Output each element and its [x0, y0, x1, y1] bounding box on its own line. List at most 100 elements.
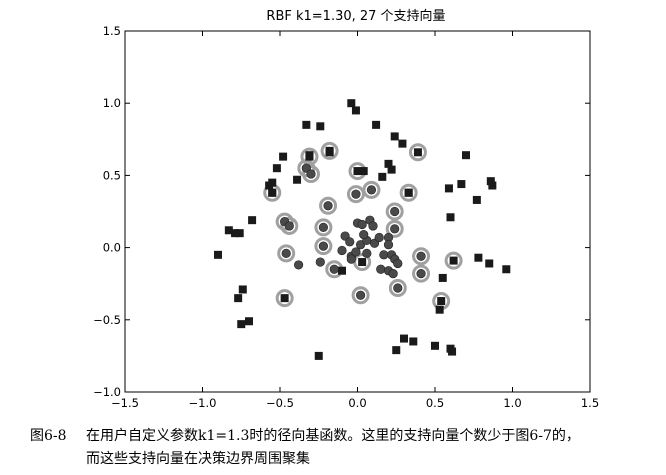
figure-number: 图6-8	[30, 428, 67, 444]
support-vector-ring	[385, 219, 404, 238]
circle-point	[388, 268, 398, 279]
square-point	[437, 297, 446, 306]
square-point	[446, 213, 455, 222]
y-tick-label: 1.5	[103, 24, 121, 38]
circle-point	[351, 247, 361, 257]
square-point	[359, 167, 368, 176]
square-point	[234, 294, 243, 303]
circle-point	[306, 169, 316, 179]
square-point	[314, 351, 323, 360]
square-point	[435, 305, 444, 314]
square-point	[265, 181, 274, 190]
square-point	[462, 151, 470, 160]
square-point	[237, 320, 246, 329]
support-vector-ring	[351, 286, 370, 305]
x-tick-label: −1.5	[111, 396, 139, 410]
square-point	[413, 148, 422, 157]
square-point	[384, 159, 393, 168]
square-point	[390, 132, 399, 141]
axes: −1.5 −1.0 −0.5 0.0 0.5 1.0 1.5−1.0−0.50.00.51.…	[93, 24, 599, 410]
square-point	[400, 334, 408, 343]
circle-point	[376, 264, 386, 274]
square-point	[404, 188, 413, 197]
support-vector-ring	[314, 218, 333, 237]
square-point	[231, 229, 240, 238]
y-tick-label: −0.5	[93, 313, 121, 327]
support-vector-rings	[263, 141, 463, 311]
circle-point	[362, 248, 372, 258]
x-tick-label: −1.0	[189, 396, 217, 410]
x-tick-label: 0.0	[348, 396, 366, 410]
square-point	[472, 195, 481, 204]
circle-point	[393, 283, 403, 293]
square-point	[438, 273, 447, 282]
x-tick-label: 1.0	[503, 396, 521, 410]
support-vector-ring	[320, 141, 339, 160]
circle-point	[368, 221, 378, 231]
circle-point	[318, 222, 329, 232]
square-point	[398, 139, 407, 148]
square-point	[486, 177, 495, 186]
square-point	[338, 266, 346, 275]
square-point	[224, 226, 233, 235]
caption-line-1: 图6-8 在用户自定义参数k1=1.3时的径向基函数。这里的支持向量个数少于图6-…	[30, 425, 660, 448]
support-vector-ring	[408, 143, 427, 162]
circle-point	[315, 257, 325, 267]
square-point	[358, 258, 367, 267]
square-point	[316, 122, 325, 131]
square-point	[502, 265, 511, 274]
circle-point	[383, 240, 394, 250]
square-point	[488, 181, 497, 190]
support-vector-ring	[280, 216, 299, 235]
square-point	[305, 152, 314, 161]
data-points	[214, 99, 511, 360]
support-vector-ring	[302, 164, 320, 183]
circle-point	[323, 201, 333, 211]
circle-point	[357, 219, 367, 230]
square-point	[347, 99, 356, 108]
caption-text-1: 在用户自定义参数k1=1.3时的径向基函数。这里的支持向量个数少于图6-7的，	[86, 428, 580, 444]
support-vector-ring	[314, 237, 333, 256]
square-point	[444, 184, 453, 193]
square-point	[302, 120, 311, 129]
square-point	[392, 346, 401, 355]
caption-line-2: 而这些支持向量在决策边界周围聚集	[86, 451, 310, 467]
support-vector-ring	[388, 279, 407, 298]
circle-point	[393, 258, 403, 269]
square-point	[238, 285, 247, 294]
support-vector-ring	[319, 196, 338, 215]
y-tick-label: 1.0	[103, 96, 121, 110]
square-point	[485, 259, 494, 268]
square-point	[293, 175, 302, 184]
circle-point	[379, 250, 389, 260]
support-vector-ring	[399, 183, 418, 202]
circle-point	[345, 237, 355, 247]
support-vector-ring	[300, 147, 319, 166]
figure-caption: 图6-8 在用户自定义参数k1=1.3时的径向基函数。这里的支持向量个数少于图6-…	[30, 425, 660, 471]
square-point	[279, 152, 288, 161]
square-point	[214, 250, 222, 259]
circle-point	[329, 264, 339, 274]
circle-point	[294, 260, 304, 270]
circle-point	[359, 230, 369, 240]
square-point	[268, 188, 277, 197]
square-point	[474, 253, 483, 262]
x-tick-label: 0.5	[426, 396, 444, 410]
square-point	[449, 256, 458, 265]
circle-point	[356, 240, 366, 250]
support-vector-ring	[412, 264, 431, 283]
square-point	[351, 106, 360, 115]
support-vector-ring	[275, 212, 294, 231]
square-point	[353, 167, 362, 176]
support-vector-ring	[385, 202, 404, 221]
circle-point	[318, 241, 329, 251]
square-point	[245, 317, 253, 326]
circle-point	[356, 290, 366, 300]
square-point	[372, 120, 381, 129]
support-vector-ring	[275, 289, 294, 308]
square-point	[457, 180, 466, 189]
support-vector-ring	[444, 251, 463, 270]
square-point	[378, 172, 387, 181]
chart-title: RBF k1=1.30, 27 个支持向量	[266, 8, 445, 24]
circle-point	[390, 206, 400, 217]
